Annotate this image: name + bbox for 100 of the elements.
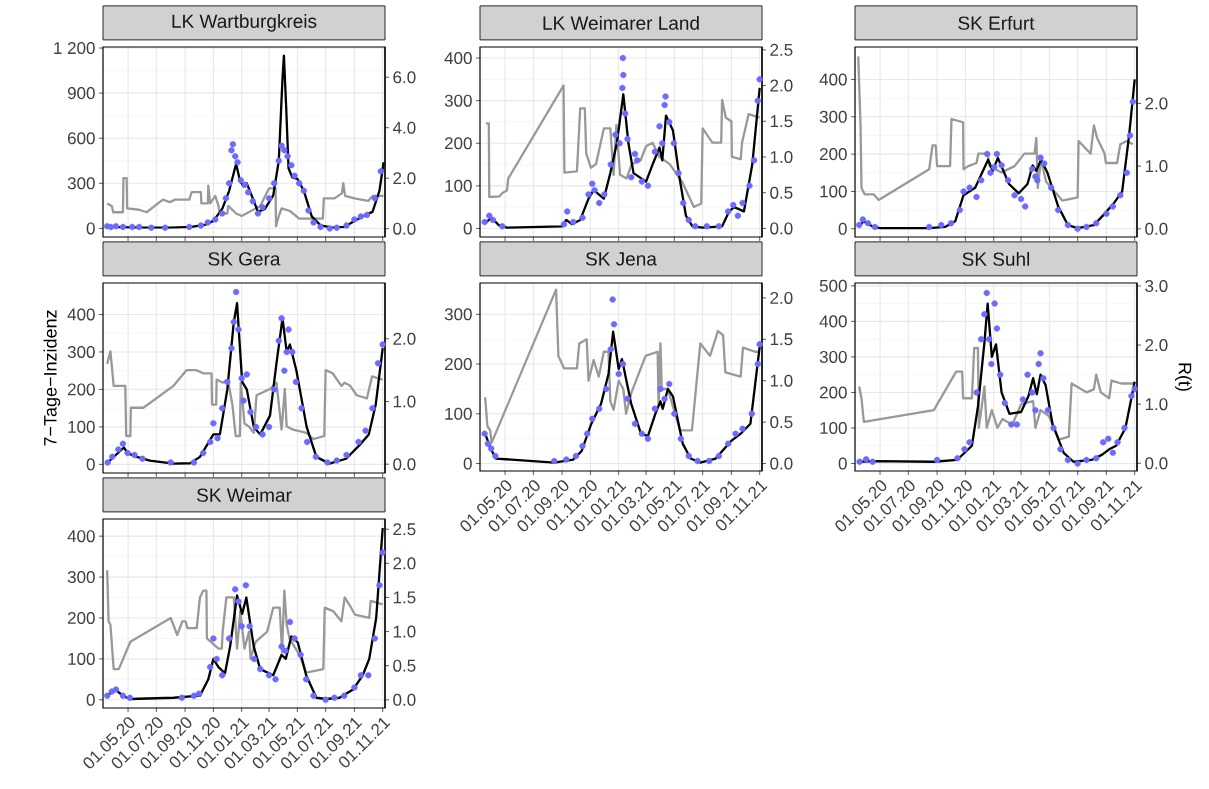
point xyxy=(351,684,358,691)
y2-axis-title: R(t) xyxy=(1175,363,1192,391)
point xyxy=(661,395,668,403)
point xyxy=(229,141,237,148)
point xyxy=(1048,184,1055,191)
point xyxy=(379,341,386,348)
point xyxy=(685,452,692,460)
point xyxy=(596,199,603,207)
point xyxy=(131,451,138,459)
point xyxy=(271,386,278,393)
point xyxy=(1114,439,1121,446)
y-tick-label: 0 xyxy=(838,222,847,235)
y-tick-label: 900 xyxy=(67,87,95,100)
point xyxy=(286,618,294,626)
point xyxy=(1109,449,1117,457)
point xyxy=(984,150,991,158)
point xyxy=(1011,192,1018,199)
line-series xyxy=(106,177,385,228)
point xyxy=(492,452,499,460)
point xyxy=(228,345,235,352)
y-axis-title: 7−Tage−Inzidenz xyxy=(43,310,61,446)
point xyxy=(620,71,627,79)
point xyxy=(374,360,382,367)
y2-tick-label: 3.0 xyxy=(1145,279,1168,292)
point xyxy=(1035,360,1042,368)
y-tick-label: 0 xyxy=(838,457,847,470)
point xyxy=(212,216,219,223)
point xyxy=(591,186,598,194)
point xyxy=(938,221,945,229)
y-tick-label: 100 xyxy=(68,420,95,433)
point xyxy=(310,219,317,226)
point xyxy=(235,326,242,333)
point xyxy=(933,456,941,464)
point xyxy=(119,223,127,231)
y2-tick-label: 1.0 xyxy=(770,150,793,164)
point xyxy=(638,178,646,185)
y2-tick-label: 0.5 xyxy=(770,186,793,199)
point xyxy=(1055,206,1062,214)
point xyxy=(197,222,205,229)
point xyxy=(1057,446,1064,453)
point xyxy=(677,435,684,442)
point xyxy=(104,459,111,466)
y-tick-label: 400 xyxy=(67,308,95,321)
point xyxy=(685,216,692,224)
y-tick-label: 300 xyxy=(444,94,472,107)
chart-title: SK Gera xyxy=(208,252,281,266)
point xyxy=(265,195,273,202)
point xyxy=(207,663,214,671)
point xyxy=(739,425,746,432)
point xyxy=(481,218,488,226)
point xyxy=(190,459,198,466)
y-tick-label: 300 xyxy=(67,571,95,584)
point xyxy=(1128,392,1135,400)
point xyxy=(265,423,273,431)
point xyxy=(715,223,723,230)
point xyxy=(1123,169,1130,176)
point xyxy=(739,199,746,207)
y-tick-label: 100 xyxy=(820,421,847,435)
point xyxy=(234,159,241,166)
point xyxy=(238,375,245,382)
point xyxy=(956,206,963,214)
y-tick-label: 200 xyxy=(819,386,847,399)
point xyxy=(300,187,307,194)
point xyxy=(285,326,292,333)
y-tick-label: 300 xyxy=(819,110,847,123)
point xyxy=(298,405,305,412)
y2-tick-label: 1.0 xyxy=(1145,398,1168,411)
point xyxy=(715,452,723,460)
point xyxy=(612,131,619,138)
chart-title: SK Erfurt xyxy=(958,15,1035,30)
point xyxy=(247,408,254,416)
point xyxy=(369,405,376,412)
point xyxy=(363,211,371,219)
y-tick-label: 100 xyxy=(445,407,472,420)
point xyxy=(856,221,863,229)
point xyxy=(998,162,1005,169)
point xyxy=(1008,421,1015,428)
point xyxy=(210,419,217,427)
line-series xyxy=(484,84,761,209)
y2-tick-label: 0.0 xyxy=(393,458,416,471)
chart-title: SK Jena xyxy=(585,252,657,266)
point xyxy=(357,213,365,220)
point xyxy=(278,315,285,322)
point xyxy=(1050,424,1057,432)
point xyxy=(680,199,687,207)
point xyxy=(661,101,668,109)
point xyxy=(1117,192,1124,199)
point xyxy=(572,452,580,460)
point xyxy=(619,54,627,62)
point xyxy=(1083,456,1090,464)
point xyxy=(564,208,571,215)
point xyxy=(178,694,186,701)
y-tick-label: 0 xyxy=(86,693,95,706)
point xyxy=(671,410,678,417)
point xyxy=(237,177,244,184)
point xyxy=(734,212,742,219)
point xyxy=(331,694,338,701)
y-tick-label: 500 xyxy=(819,279,847,292)
point xyxy=(119,692,127,699)
y-tick-label: 100 xyxy=(68,652,95,665)
